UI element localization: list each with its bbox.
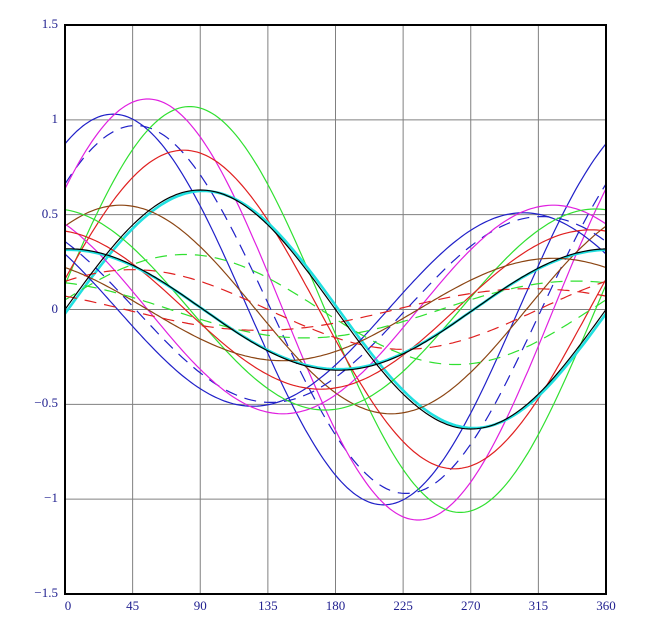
series-red-large [64, 149, 607, 470]
x-tick-label: 225 [393, 598, 413, 613]
y-tick-label: 1 [51, 110, 59, 126]
y-tick-label: 0.5 [41, 205, 58, 221]
series-blue-small [64, 212, 607, 407]
series-blue-small-dashed [64, 216, 607, 403]
series-green-dashed-a [64, 253, 607, 366]
x-tick-label: 45 [126, 598, 140, 613]
series-magenta-small [64, 204, 607, 415]
y-tick-label: 0 [51, 300, 59, 316]
x-tick-label: 0 [64, 598, 72, 613]
series-green-small [64, 208, 607, 411]
series-brown-medium [64, 204, 607, 415]
series-group [63, 98, 608, 521]
x-tick-label: 135 [258, 598, 278, 613]
x-tick-label: 270 [461, 598, 481, 613]
series-red-dashed-a [64, 269, 607, 350]
plot-frame [64, 24, 607, 595]
series-brown-small [64, 257, 607, 362]
series-green-dashed-b [64, 280, 607, 339]
x-tick-label: 315 [528, 598, 549, 613]
y-tick-label: 1.5 [41, 16, 58, 31]
series-black-medium [64, 189, 607, 430]
series-red-small [64, 229, 607, 390]
series-black-small [65, 248, 607, 371]
y-tick-label: −1.5 [34, 585, 58, 600]
x-tick-label: 90 [193, 598, 207, 613]
x-tick-label: 180 [325, 598, 346, 613]
series-blue-large-dashed [64, 125, 607, 494]
series-cyan-medium [63, 189, 608, 430]
series-green-large [64, 106, 607, 513]
series-blue-large [64, 113, 607, 506]
x-tick-label: 360 [596, 598, 616, 613]
y-tick-label: −0.5 [34, 395, 58, 411]
series-magenta-large [64, 98, 607, 521]
y-tick-label: −1 [44, 490, 58, 506]
